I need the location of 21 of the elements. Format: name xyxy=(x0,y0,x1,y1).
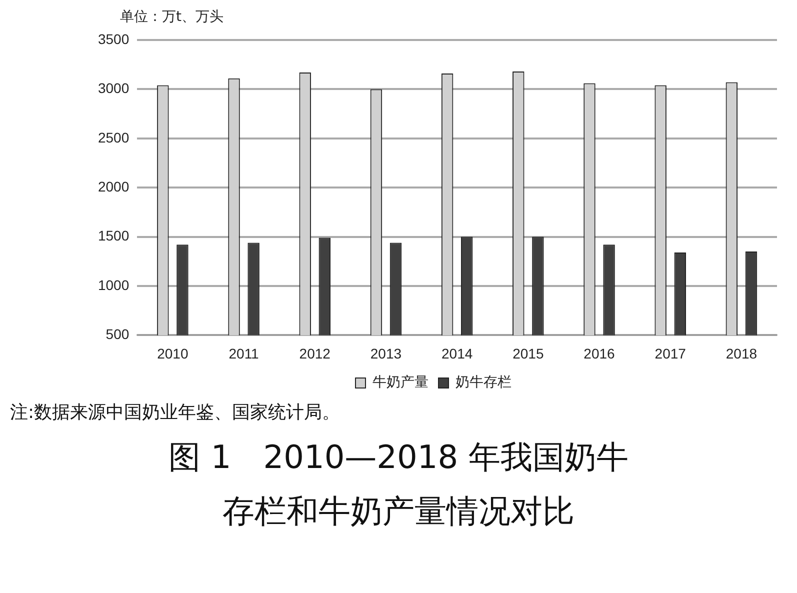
x-tick-label: 2016 xyxy=(584,345,616,362)
x-tick-label: 2015 xyxy=(512,345,544,362)
y-tick-label: 500 xyxy=(106,326,130,342)
y-axis-title: 单位：万t、万头 xyxy=(120,8,224,26)
y-tick-label: 2000 xyxy=(98,178,130,194)
legend-label: 牛奶产量 xyxy=(372,374,428,391)
y-tick-label: 1500 xyxy=(98,228,130,244)
text: 图 1 2010—2018 年我国奶牛存栏和牛奶产量情况对比 xyxy=(168,437,630,532)
x-tick-label: 2018 xyxy=(726,345,758,362)
y-tick-label: 3000 xyxy=(98,80,130,96)
y-tick-label: 3500 xyxy=(98,30,130,47)
x-tick-label: 2011 xyxy=(228,345,260,362)
x-tick-label: 2014 xyxy=(441,345,473,362)
text: 注:数据来源中国奶业年鉴、国家统计局。 xyxy=(10,401,342,424)
x-tick-label: 2013 xyxy=(370,345,402,362)
x-tick-label: 2017 xyxy=(654,345,686,362)
y-tick-label: 1000 xyxy=(98,276,130,293)
y-tick-label: 2500 xyxy=(98,129,130,146)
legend-label: 奶牛存栏 xyxy=(456,374,512,391)
x-tick-label: 2012 xyxy=(299,345,331,362)
x-tick-label: 2010 xyxy=(157,345,188,362)
